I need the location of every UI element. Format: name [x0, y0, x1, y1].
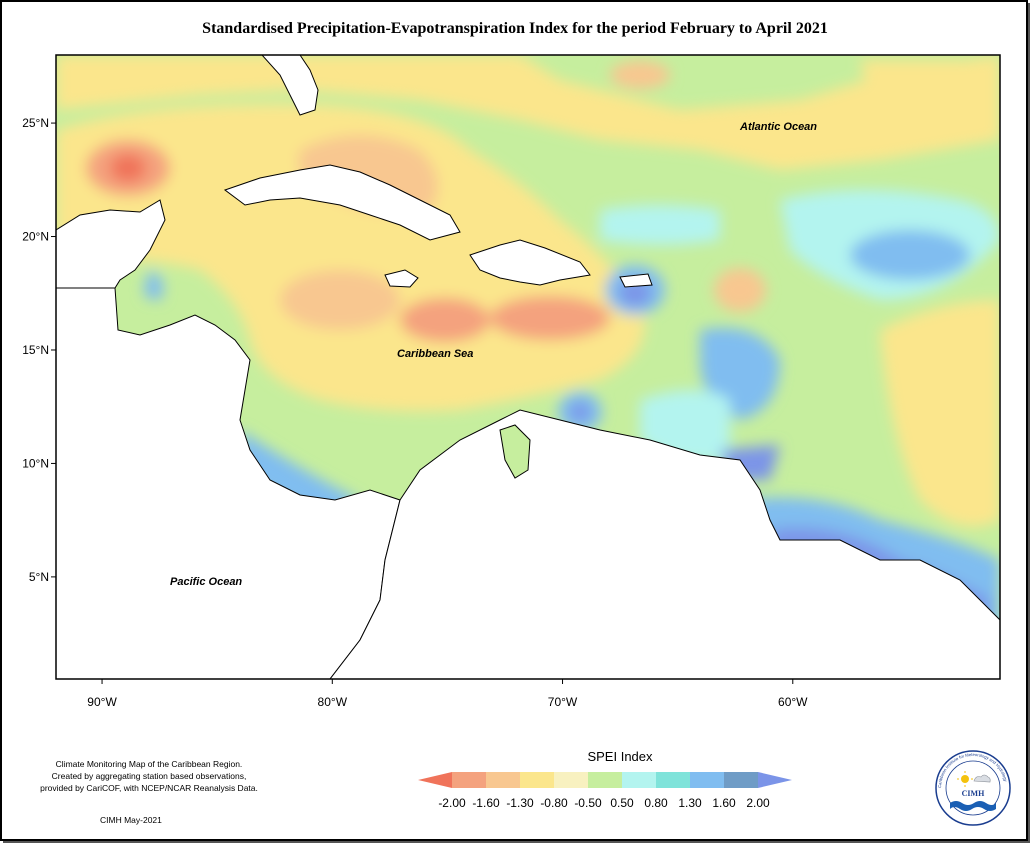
colorbar-label: -0.50 [574, 796, 602, 810]
legend-title: SPEI Index [587, 749, 653, 764]
sun-icon [961, 775, 969, 783]
caption-line-2: Created by aggregating station based obs… [51, 771, 247, 781]
cloud-icon [973, 774, 991, 783]
latitude-axis: 25°N 20°N 15°N 10°N 5°N [22, 116, 56, 584]
lat-tick-label: 20°N [22, 230, 49, 244]
colorbar-label: 1.60 [712, 796, 736, 810]
map-caption: Climate Monitoring Map of the Caribbean … [20, 758, 278, 794]
longitude-axis: 90°W 80°W 70°W 60°W [87, 679, 808, 709]
credit-text: CIMH May-2021 [100, 815, 162, 825]
logo-text: CIMH [962, 789, 985, 798]
caribbean-sea-label: Caribbean Sea [397, 348, 473, 360]
land [56, 55, 1000, 679]
colorbar-segment [724, 772, 758, 788]
colorbar-segment [486, 772, 520, 788]
colorbar-segment [418, 772, 452, 788]
colorbar-label: -1.30 [506, 796, 534, 810]
pacific-ocean-label: Pacific Ocean [170, 576, 242, 588]
lon-tick-label: 60°W [778, 695, 808, 709]
spei-colorbar [418, 772, 792, 788]
lon-tick-label: 80°W [318, 695, 348, 709]
spei-colorbar-labels: -2.00 -1.60 -1.30 -0.80 -0.50 0.50 0.80 1.30 1.6… [438, 796, 770, 810]
colorbar-label: 2.00 [746, 796, 770, 810]
colorbar-label: -0.80 [540, 796, 568, 810]
map-title: Standardised Precipitation-Evapotranspir… [202, 20, 828, 37]
caption-line-3: provided by CariCOF, with NCEP/NCAR Rean… [40, 783, 258, 793]
waves-icon [950, 801, 996, 811]
lat-tick-label: 15°N [22, 343, 49, 357]
colorbar-segment [690, 772, 724, 788]
colorbar-label: -2.00 [438, 796, 466, 810]
colorbar-segment [656, 772, 690, 788]
colorbar-segment [622, 772, 656, 788]
colorbar-label: 0.80 [644, 796, 668, 810]
colorbar-segment [452, 772, 486, 788]
lat-tick-label: 10°N [22, 456, 49, 470]
colorbar-label: 1.30 [678, 796, 702, 810]
colorbar-segment [588, 772, 622, 788]
lon-tick-label: 70°W [548, 695, 578, 709]
map-border [55, 54, 1001, 680]
atlantic-ocean-label: Atlantic Ocean [739, 121, 817, 133]
colorbar-segment [758, 772, 792, 788]
caption-line-1: Climate Monitoring Map of the Caribbean … [55, 759, 243, 769]
lat-tick-label: 25°N [22, 116, 49, 130]
colorbar-segment [554, 772, 588, 788]
colorbar-label: 0.50 [610, 796, 634, 810]
lat-tick-label: 5°N [29, 570, 49, 584]
lon-tick-label: 90°W [87, 695, 117, 709]
colorbar-label: -1.60 [472, 796, 500, 810]
cimh-logo: CIMH Caribbean Institute for Meteorology… [935, 750, 1011, 826]
colorbar-segment [520, 772, 554, 788]
